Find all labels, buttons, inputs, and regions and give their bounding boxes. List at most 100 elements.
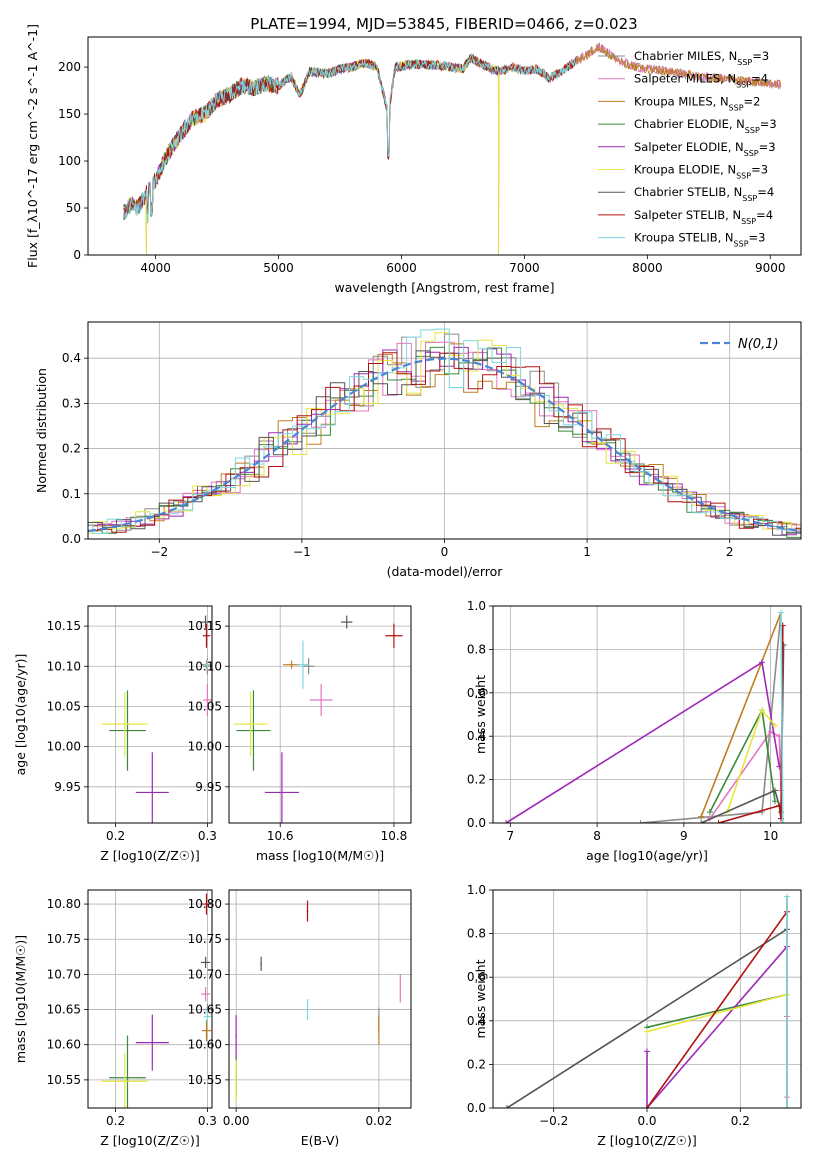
axes-frame bbox=[492, 605, 802, 824]
weight-series-line bbox=[700, 612, 782, 817]
x-tick-label: 9 bbox=[680, 829, 688, 843]
plot-area bbox=[88, 606, 212, 823]
panel-age-weight: 7 8 9 10 0.0 0.2 0.4 0.6 0.8 1.0 age [log10(age/yr… bbox=[467, 599, 802, 863]
data-point bbox=[204, 621, 207, 623]
data-point bbox=[126, 1076, 129, 1079]
weight-marker bbox=[784, 1105, 790, 1108]
y-tick-label: 0.0 bbox=[467, 816, 486, 830]
x-tick-label: 8000 bbox=[632, 261, 663, 275]
axes-frame bbox=[87, 605, 213, 824]
x-tick-label: 0.3 bbox=[198, 1114, 217, 1128]
histogram-series bbox=[88, 352, 801, 533]
data-point bbox=[307, 665, 310, 668]
data-point bbox=[306, 1008, 309, 1011]
axes-frame bbox=[228, 889, 412, 1109]
y-axis-label: Normed distribution bbox=[34, 368, 49, 493]
y-tick-label: 0.2 bbox=[62, 442, 81, 456]
y-tick-label: 10.65 bbox=[47, 1003, 81, 1017]
x-axis-label: E(B-V) bbox=[301, 1133, 340, 1148]
x-tick-label: 4000 bbox=[140, 261, 171, 275]
y-tick-label: 9.95 bbox=[195, 780, 222, 794]
axes-frame bbox=[87, 36, 802, 256]
data-point bbox=[235, 1035, 237, 1038]
y-tick-label: 10.10 bbox=[188, 659, 222, 673]
x-axis-label: (data-model)/error bbox=[387, 564, 504, 579]
axes-frame bbox=[87, 321, 802, 540]
y-axis-label: mass weight bbox=[473, 675, 488, 754]
legend: Chabrier MILES, NSSP=3 Salpeter MILES, NS… bbox=[598, 49, 777, 248]
weight-series-line bbox=[646, 946, 788, 1108]
y-axis-label: Flux [f_λ10^-17 erg cm^-2 s^-1 A^-1] bbox=[25, 24, 40, 268]
y-tick-label: 100 bbox=[58, 154, 81, 168]
weight-marker bbox=[778, 609, 785, 616]
weight-marker bbox=[779, 820, 786, 823]
x-tick-label: 9000 bbox=[755, 261, 786, 275]
weight-series-line bbox=[780, 612, 784, 823]
weight-marker bbox=[767, 728, 774, 735]
y-tick-label: 0.0 bbox=[62, 532, 81, 546]
weight-marker bbox=[776, 802, 783, 809]
legend-entry: Salpeter ELODIE, NSSP=3 bbox=[634, 140, 776, 158]
data-point bbox=[249, 723, 252, 725]
y-tick-label: 0.2 bbox=[467, 773, 486, 787]
weight-marker bbox=[504, 1105, 510, 1108]
spectrum-series-line bbox=[123, 52, 577, 222]
y-tick-label: 0.6 bbox=[467, 970, 486, 984]
data-point bbox=[206, 699, 209, 701]
panel-mass-age: 10.6 10.8 9.95 10.00 10.05 10.10 10.15 mass [lo… bbox=[188, 605, 412, 863]
weight-series-line bbox=[709, 707, 776, 813]
x-axis-label: age [log10(age/yr)] bbox=[586, 848, 708, 863]
y-tick-label: 0.2 bbox=[467, 1057, 486, 1071]
axes-frame bbox=[87, 889, 213, 1109]
data-point bbox=[302, 663, 304, 666]
weight-series-line bbox=[505, 661, 781, 823]
panel-EBV-mass: 0.00 0.02 10.55 10.60 10.65 10.70 10.75 10.80 E(… bbox=[188, 889, 412, 1148]
y-tick-label: 10.75 bbox=[47, 932, 81, 946]
axes-frame bbox=[492, 889, 802, 1109]
x-tick-label: 0.00 bbox=[223, 1114, 250, 1128]
panel-Z-weight: −0.2 0.0 0.2 0.0 0.2 0.4 0.6 0.8 1.0 Z [log10(Z/Z… bbox=[467, 883, 802, 1148]
spectrum-series-line bbox=[123, 54, 501, 255]
weight-series-line bbox=[726, 708, 776, 813]
data-point bbox=[205, 903, 208, 905]
y-tick-label: 10.05 bbox=[47, 699, 81, 713]
y-tick-label: 10.70 bbox=[188, 967, 222, 981]
panel-residuals: −2 −1 0 1 2 0.0 0.1 0.2 0.3 0.4 (data-model)/error… bbox=[34, 321, 802, 579]
legend-entry: N(0,1) bbox=[738, 337, 779, 352]
x-tick-label: 10 bbox=[763, 829, 778, 843]
data-point bbox=[206, 663, 209, 666]
y-tick-label: 50 bbox=[66, 201, 81, 215]
y-tick-label: 9.95 bbox=[54, 780, 81, 794]
y-tick-label: 0.8 bbox=[467, 642, 486, 656]
data-point bbox=[378, 1029, 380, 1032]
y-axis-label: mass weight bbox=[473, 959, 488, 1038]
x-tick-label: 2 bbox=[726, 545, 734, 559]
y-tick-label: 10.55 bbox=[188, 1073, 222, 1087]
x-axis-label: Z [log10(Z/Z☉)] bbox=[597, 1133, 697, 1148]
y-tick-label: 0.4 bbox=[467, 729, 486, 743]
weight-marker bbox=[706, 809, 713, 816]
x-tick-label: 0.3 bbox=[198, 829, 217, 843]
weight-marker bbox=[698, 813, 705, 820]
y-tick-label: 1.0 bbox=[467, 883, 486, 897]
panel-Z-mass: 0.2 0.3 10.55 10.60 10.65 10.70 10.75 10.80 Z [l… bbox=[13, 889, 217, 1148]
y-tick-label: 0.4 bbox=[467, 1014, 486, 1028]
x-tick-label: 0.0 bbox=[637, 1114, 656, 1128]
plot-area bbox=[229, 890, 411, 1108]
plot-area bbox=[229, 606, 411, 823]
plot-area bbox=[88, 890, 212, 1108]
plot-area bbox=[123, 42, 782, 255]
x-tick-label: 6000 bbox=[386, 261, 417, 275]
y-tick-label: 10.60 bbox=[188, 1038, 222, 1052]
weight-marker bbox=[771, 787, 778, 794]
data-point bbox=[393, 634, 395, 637]
y-tick-label: 10.15 bbox=[47, 619, 81, 633]
weight-marker bbox=[644, 1048, 650, 1055]
legend-entry: Salpeter MILES, NSSP=4 bbox=[634, 72, 768, 90]
x-tick-label: 0.02 bbox=[366, 1114, 393, 1128]
weight-marker bbox=[698, 820, 705, 823]
panel-Z-age: 0.2 0.3 9.95 10.00 10.05 10.10 10.15 Z [log10(Z… bbox=[13, 605, 217, 863]
legend-entry: Kroupa ELODIE, NSSP=3 bbox=[634, 163, 768, 181]
data-point bbox=[252, 729, 255, 732]
data-point bbox=[206, 1015, 209, 1018]
